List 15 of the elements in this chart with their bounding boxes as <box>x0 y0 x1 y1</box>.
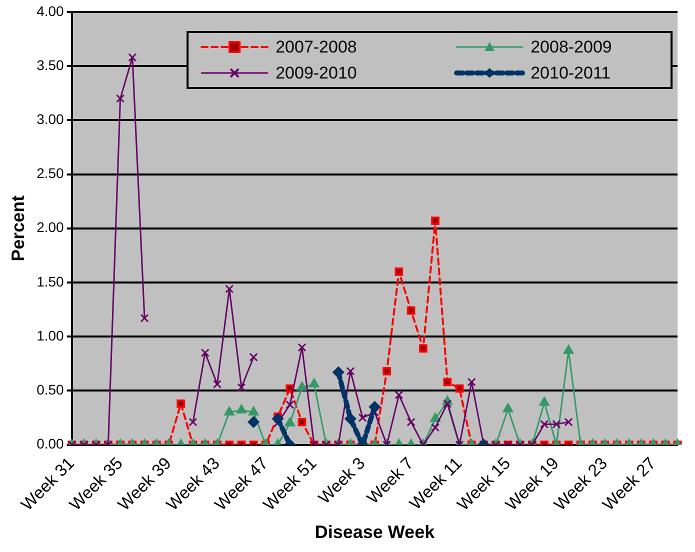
legend-label: 2008-2009 <box>530 38 612 57</box>
y-tick-label: 1.50 <box>36 273 64 290</box>
y-tick-label: 3.50 <box>36 56 64 73</box>
y-tick-label: 2.50 <box>36 165 64 182</box>
y-tick-label: 0.00 <box>36 436 64 452</box>
y-tick-label: 3.00 <box>36 111 64 128</box>
y-tick-label: 4.00 <box>36 2 64 19</box>
legend-label: 2009-2010 <box>276 64 357 83</box>
y-tick-label: 1.00 <box>36 327 64 344</box>
y-tick-label: 2.00 <box>36 219 64 236</box>
legend-label: 2010-2011 <box>530 64 611 83</box>
y-axis-title: Percent <box>8 195 28 262</box>
y-tick-label: 0.50 <box>36 382 64 398</box>
x-axis-title: Disease Week <box>314 522 436 542</box>
legend-label: 2007-2008 <box>276 38 357 57</box>
